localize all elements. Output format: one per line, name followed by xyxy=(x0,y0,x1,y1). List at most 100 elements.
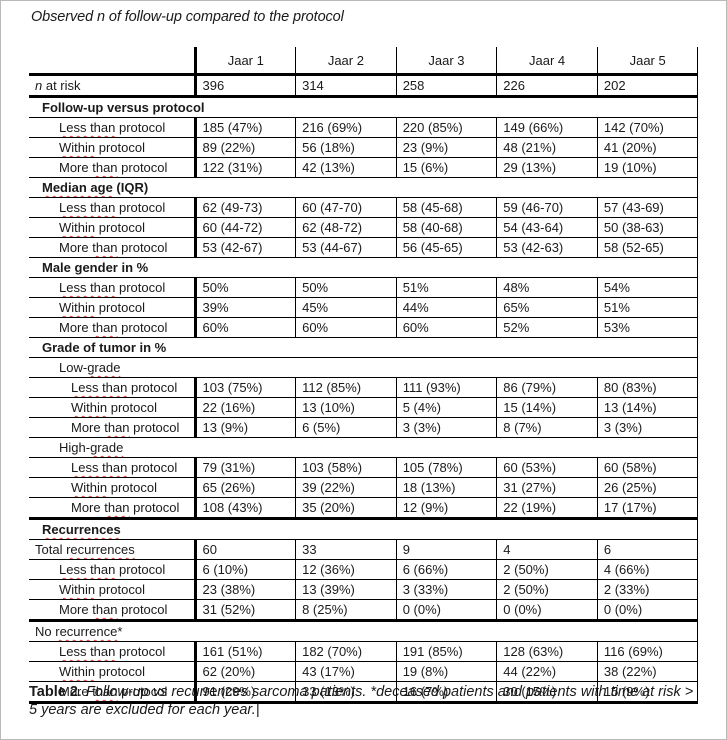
cell-value: 9 xyxy=(395,539,497,560)
cell-value: 3 (33%) xyxy=(395,579,497,600)
row-label: Less than protocol xyxy=(29,641,197,662)
cell-value: 39 (22%) xyxy=(295,477,397,498)
cell-value: 103 (58%) xyxy=(295,457,397,478)
cell-value: 54% xyxy=(596,277,698,298)
cell-value: 54 (43-64) xyxy=(496,217,598,238)
label-text: Follow-up versus protocol xyxy=(42,100,205,115)
cell-value: 6 (10%) xyxy=(202,562,249,577)
label-text: (IQR) xyxy=(112,180,149,195)
label-text: Male gender in % xyxy=(42,260,149,275)
cell-value: 62 (48-72) xyxy=(295,217,397,238)
cell-value: 42 (13%) xyxy=(295,157,397,178)
spellcheck-squiggle-text: Within xyxy=(59,300,96,315)
cell-value: 128 (63%) xyxy=(496,641,598,662)
row-label: Within protocol xyxy=(29,137,197,158)
label-text: protocol xyxy=(127,460,178,475)
column-header-jaar-4: Jaar 4 xyxy=(496,47,598,75)
cell-value: 60% xyxy=(395,317,497,338)
label-text: protocol xyxy=(117,160,168,175)
label-text: protocol xyxy=(107,400,157,415)
spellcheck-squiggle-text: than xyxy=(104,420,130,435)
label-text: Total xyxy=(35,542,67,557)
cell-value: 91 (29%) xyxy=(202,684,256,699)
table-row: More than protocol 31 (52%) 8 (25%) 0 (0%) 0… xyxy=(29,599,698,621)
table-row: Total recurrences 60 33 9 4 6 xyxy=(29,539,698,560)
label-text: protocol xyxy=(117,684,168,699)
row-label: Within protocol xyxy=(29,579,197,600)
cell-value: 39% xyxy=(202,300,229,315)
label-text: More xyxy=(59,684,93,699)
cell-value: 48% xyxy=(496,277,598,298)
cell-value: 23 (9%) xyxy=(395,137,497,158)
table-caption: Table 2. Follow-up vs recurrences sarcom… xyxy=(29,684,701,719)
cell-value: 86 (79%) xyxy=(496,377,598,398)
label-text: More xyxy=(71,500,105,515)
row-label: Grade of tumor in % xyxy=(29,338,698,358)
column-header-jaar-2: Jaar 2 xyxy=(295,47,397,75)
spellcheck-squiggle-text: than xyxy=(92,602,118,617)
spellcheck-squiggle-text: Median age xyxy=(42,180,113,195)
row-label: More than protocol xyxy=(29,497,197,519)
table-row: More than protocol 122 (31%) 42 (13%) 15 (6… xyxy=(29,157,698,178)
cell-value: 53% xyxy=(596,317,698,338)
cell-value: 62 (20%) xyxy=(202,664,256,679)
cell-value: 182 (70%) xyxy=(295,641,397,662)
row-label: More than protocol xyxy=(29,681,197,703)
row-label: Recurrences xyxy=(29,519,698,540)
spellcheck-squiggle-text: Less than xyxy=(59,280,116,295)
table-row: Within protocol 60 (44-72) 62 (48-72) 58 (4… xyxy=(29,217,698,238)
table-row: More than protocol 53 (42-67) 53 (44-67) 56… xyxy=(29,237,698,258)
label-text: protocol xyxy=(129,500,180,515)
cell-value: 220 (85%) xyxy=(395,117,497,138)
table-body: n at risk 396 314 258 226 202 Follow-up versus… xyxy=(29,74,698,703)
row-label: Follow-up versus protocol xyxy=(29,97,698,118)
cell-value: 142 (70%) xyxy=(596,117,698,138)
row-label: Within protocol xyxy=(29,397,197,418)
label-text: Grade of tumor in % xyxy=(42,340,167,355)
label-text: protocol xyxy=(117,320,168,335)
label-text: More xyxy=(59,240,93,255)
cell-value: 216 (69%) xyxy=(295,117,397,138)
label-text: protocol xyxy=(115,644,166,659)
cell-value: 65% xyxy=(496,297,598,318)
row-label: More than protocol xyxy=(29,237,197,258)
cell-value: 8 (25%) xyxy=(295,599,397,621)
cell-value: 111 (93%) xyxy=(395,377,497,398)
cell-value: 16 (7%) xyxy=(395,681,497,703)
row-label: More than protocol xyxy=(29,317,197,338)
caption-label: Table 2 xyxy=(29,684,78,700)
caption-separator: . xyxy=(77,684,86,700)
label-text: protocol xyxy=(115,280,166,295)
label-text: protocol xyxy=(95,300,145,315)
table-row: Less than protocol 103 (75%) 112 (85%) 111 … xyxy=(29,377,698,398)
cell-value: 17 (17%) xyxy=(596,497,698,519)
spellcheck-squiggle-text: Within xyxy=(71,480,108,495)
row-label: Low-grade xyxy=(29,358,698,378)
cell-value: 35 (20%) xyxy=(295,497,397,519)
cell-value: 2 (33%) xyxy=(596,579,698,600)
cell-value: 51% xyxy=(395,277,497,298)
label-text: More xyxy=(71,420,105,435)
cell-value: 3 (3%) xyxy=(395,417,497,438)
row-label: Total recurrences xyxy=(29,539,197,560)
row-label: More than protocol xyxy=(29,417,197,438)
cell-value: 33 xyxy=(295,539,397,560)
spellcheck-squiggle-text: Less than xyxy=(59,562,116,577)
label-text: protocol xyxy=(129,420,180,435)
cell-value: 41 (20%) xyxy=(596,137,698,158)
cell-value: 58 (52-65) xyxy=(596,237,698,258)
row-label: Within protocol xyxy=(29,297,197,318)
cell-value: 79 (31%) xyxy=(202,460,256,475)
column-header-jaar-1: Jaar 1 xyxy=(227,52,264,68)
cell-value: 60 xyxy=(202,542,217,557)
table-row: Less than protocol 62 (49-73) 60 (47-70) 58… xyxy=(29,197,698,218)
cell-value: 60% xyxy=(295,317,397,338)
row-label: Within protocol xyxy=(29,661,197,682)
row-label: High-grade xyxy=(29,438,698,458)
label-text: at risk xyxy=(42,78,81,93)
cell-value: 161 (51%) xyxy=(202,644,263,659)
section-header-row: Median age (IQR) xyxy=(29,177,698,198)
cell-value: 149 (66%) xyxy=(496,117,598,138)
cell-value: 57 (43-69) xyxy=(596,197,698,218)
